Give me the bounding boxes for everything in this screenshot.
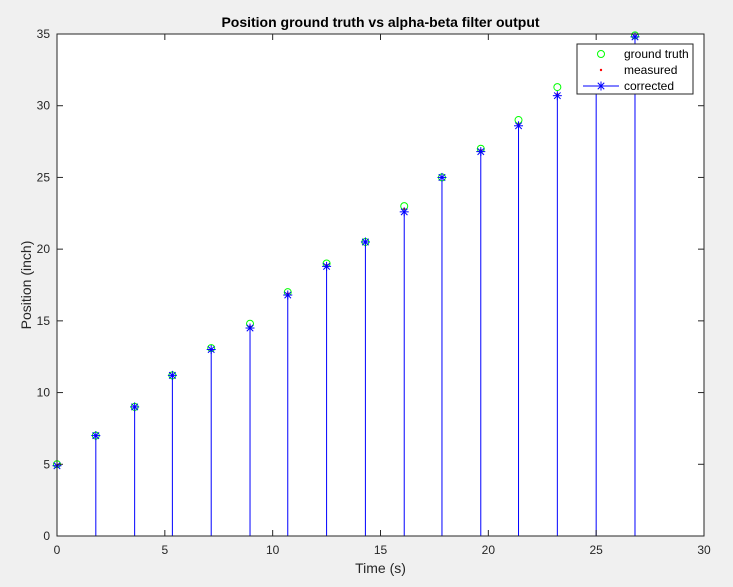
y-tick-label: 10 (37, 386, 51, 400)
corrected-stems (56, 36, 636, 536)
legend-items: ground truth measured corrected (583, 47, 689, 93)
asterisk-stroke (361, 238, 369, 246)
corrected-point (476, 147, 486, 157)
y-tick-label: 0 (43, 529, 50, 543)
x-tick-label: 0 (54, 543, 61, 557)
asterisk-stroke (631, 33, 639, 41)
x-tick-label: 10 (266, 543, 280, 557)
corrected-point (399, 207, 409, 217)
ground-truth-point (553, 83, 562, 92)
plot-area (57, 34, 704, 536)
x-tick-label: 15 (374, 543, 388, 557)
chart-title: Position ground truth vs alpha-beta filt… (221, 14, 539, 30)
asterisk-stroke (322, 262, 331, 270)
legend-label: ground truth (624, 47, 689, 61)
x-tick-label: 25 (589, 543, 603, 557)
corrected-point (91, 431, 101, 441)
x-tick-label: 30 (697, 543, 711, 557)
asterisk-stroke (553, 92, 561, 100)
y-axis-ticks: 0 5 10 15 20 25 30 35 (37, 27, 704, 543)
corrected-point (437, 172, 447, 182)
x-tick-label: 20 (482, 543, 496, 557)
legend: ground truth measured corrected (576, 43, 694, 95)
asterisk-stroke (597, 82, 605, 90)
asterisk-stroke (400, 208, 408, 216)
corrected-point (130, 402, 140, 412)
y-tick-label: 20 (37, 242, 51, 256)
y-tick-label: 30 (37, 99, 51, 113)
corrected-point (167, 370, 177, 380)
legend-box (576, 43, 694, 95)
legend-label: corrected (624, 79, 674, 93)
y-tick-label: 5 (43, 457, 50, 471)
y-tick-label: 35 (37, 27, 51, 41)
asterisk-stroke (246, 324, 254, 332)
corrected-point (283, 290, 293, 300)
x-axis-ticks: 0 5 10 15 20 25 30 (54, 34, 711, 557)
x-axis-label: Time (s) (355, 560, 406, 576)
asterisk-stroke (284, 291, 292, 299)
y-tick-label: 25 (37, 170, 51, 184)
y-axis-label: Position (inch) (18, 241, 34, 330)
y-tick-label: 15 (37, 314, 51, 328)
corrected-point (322, 261, 332, 271)
asterisk-stroke (514, 122, 523, 130)
asterisk-stroke (92, 432, 100, 440)
corrected-point (552, 91, 562, 101)
legend-marker-ground-truth (597, 50, 605, 58)
asterisk-stroke (207, 345, 215, 354)
legend-marker-corrected (596, 81, 606, 91)
asterisk-stroke (168, 371, 176, 379)
corrected-point (206, 345, 216, 355)
legend-marker-measured (599, 68, 603, 72)
corrected-point (245, 323, 255, 333)
corrected-point (360, 237, 370, 247)
corrected-point (514, 121, 524, 131)
asterisk-stroke (477, 148, 485, 156)
legend-label: measured (624, 63, 677, 77)
asterisk-stroke (131, 403, 139, 411)
x-tick-label: 5 (161, 543, 168, 557)
asterisk-stroke (438, 173, 446, 182)
